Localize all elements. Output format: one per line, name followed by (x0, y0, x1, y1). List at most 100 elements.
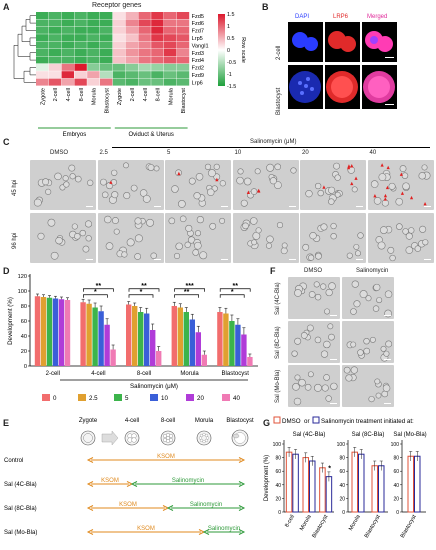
heatmap-cell (164, 26, 177, 34)
heatmap-cell (74, 56, 87, 64)
heatmap-gene-label: Fzd4 (192, 58, 204, 64)
embryo (373, 196, 381, 205)
embryo (87, 179, 94, 186)
regimen-label: Sal (8C-Bla) (4, 506, 37, 512)
micrograph-45-hpi-2.5 (97, 160, 164, 210)
y-tick-label: 60 (275, 469, 281, 475)
legend-label-dmso: DMSO (282, 418, 301, 425)
embryo (293, 397, 302, 406)
embryo (395, 223, 403, 230)
heatmap-cell (48, 26, 62, 34)
scalebar (221, 259, 228, 260)
embryo (243, 177, 251, 186)
heatmap-cell (112, 26, 126, 34)
heatmap-cell (87, 19, 100, 27)
embryo (111, 217, 119, 225)
scalebar (288, 206, 296, 207)
scalebar (384, 315, 391, 316)
heatmap-sample-label: 4-cell (66, 88, 72, 101)
arrowhead-marker (108, 180, 112, 184)
heatmap-cell (138, 34, 151, 42)
bar (40, 297, 47, 366)
embryo (314, 182, 322, 190)
embryo (50, 251, 59, 260)
bar-sal (378, 465, 385, 513)
embryo (377, 173, 386, 182)
sig-star: * (328, 466, 331, 473)
micrograph-96-hpi-10 (232, 213, 299, 263)
bar (126, 304, 132, 366)
arrowhead-marker (256, 188, 260, 193)
embryo (192, 249, 200, 256)
heatmap-cell (151, 41, 164, 49)
heatmap-cell (125, 41, 138, 49)
embryo (113, 228, 120, 235)
heatmap-cell (164, 19, 177, 27)
heatmap-cell (112, 56, 126, 64)
heatmap-cell (74, 78, 87, 86)
heatmap-sample-label: Zygote (117, 88, 123, 105)
heatmap-cell (87, 34, 100, 42)
salinomycin-label: Salinomycin (208, 526, 240, 532)
legend-label: 5 (125, 395, 129, 402)
heatmap-cell (74, 71, 87, 79)
x-tick-label: Blastocyst (311, 514, 329, 539)
embryo (194, 230, 202, 237)
salinomycin-arrow-head-left (130, 481, 138, 487)
y-tick-label: 0 (278, 510, 281, 516)
panelc-row-label: 96 hpi (12, 232, 18, 249)
bar (189, 319, 195, 366)
micrograph-45-hpi-5 (165, 160, 231, 210)
embryo (359, 290, 368, 299)
heatmap-cell (164, 56, 177, 64)
heatmap-sample-label: 8-cell (79, 88, 85, 101)
heatmap-cell (125, 56, 138, 64)
bar (247, 357, 253, 366)
embryo (308, 254, 315, 261)
heatmap-gene-label: Fzd5 (192, 14, 204, 20)
embryo (330, 222, 337, 230)
embryo (235, 176, 244, 185)
embryo (368, 395, 375, 403)
heatmap-cell (74, 49, 87, 56)
bar (98, 311, 104, 366)
micrograph-f-1-1 (342, 321, 394, 363)
fluo-2cell-merged (362, 22, 397, 62)
heatmap-cell (138, 78, 151, 86)
embryo (401, 172, 408, 179)
embryo (207, 169, 216, 178)
embryo (184, 241, 191, 248)
arrowhead-marker (177, 171, 181, 176)
fluo-2cell-lrp6 (325, 22, 360, 62)
heatmap-cell (176, 19, 190, 27)
cell (165, 436, 170, 441)
heatmap-cell (100, 12, 113, 19)
bar (34, 296, 41, 366)
panelf-row-label: Sal (8C-Bla) (275, 326, 281, 359)
colorbar-tick: -1.5 (227, 84, 236, 90)
bar-dmso (351, 451, 358, 513)
bar (229, 321, 235, 366)
legend-swatch (222, 394, 230, 401)
scalebar-b1 (385, 57, 394, 58)
y-tick-label: 60 (393, 469, 399, 475)
colorbar-tick: -0.5 (227, 60, 236, 66)
arrowhead-marker (422, 202, 427, 206)
embryo (313, 281, 320, 288)
regimen-label: Control (4, 458, 23, 464)
sig-star: ** (141, 283, 147, 290)
salinomycin-arrow-head-right (238, 505, 246, 511)
embryo (110, 191, 118, 199)
colorbar-tick: 0 (227, 48, 230, 54)
panelf-col-dmso: DMSO (304, 268, 322, 274)
embryo (325, 395, 332, 402)
heatmap-cell (87, 49, 100, 56)
y-tick-label: 20 (21, 349, 27, 355)
embryo (213, 163, 220, 170)
embryo (219, 180, 226, 187)
bar-dmso (285, 451, 293, 513)
embryo (414, 245, 421, 252)
panel-label-c: C (3, 137, 10, 147)
embryo (401, 182, 410, 190)
embryo (309, 232, 317, 240)
